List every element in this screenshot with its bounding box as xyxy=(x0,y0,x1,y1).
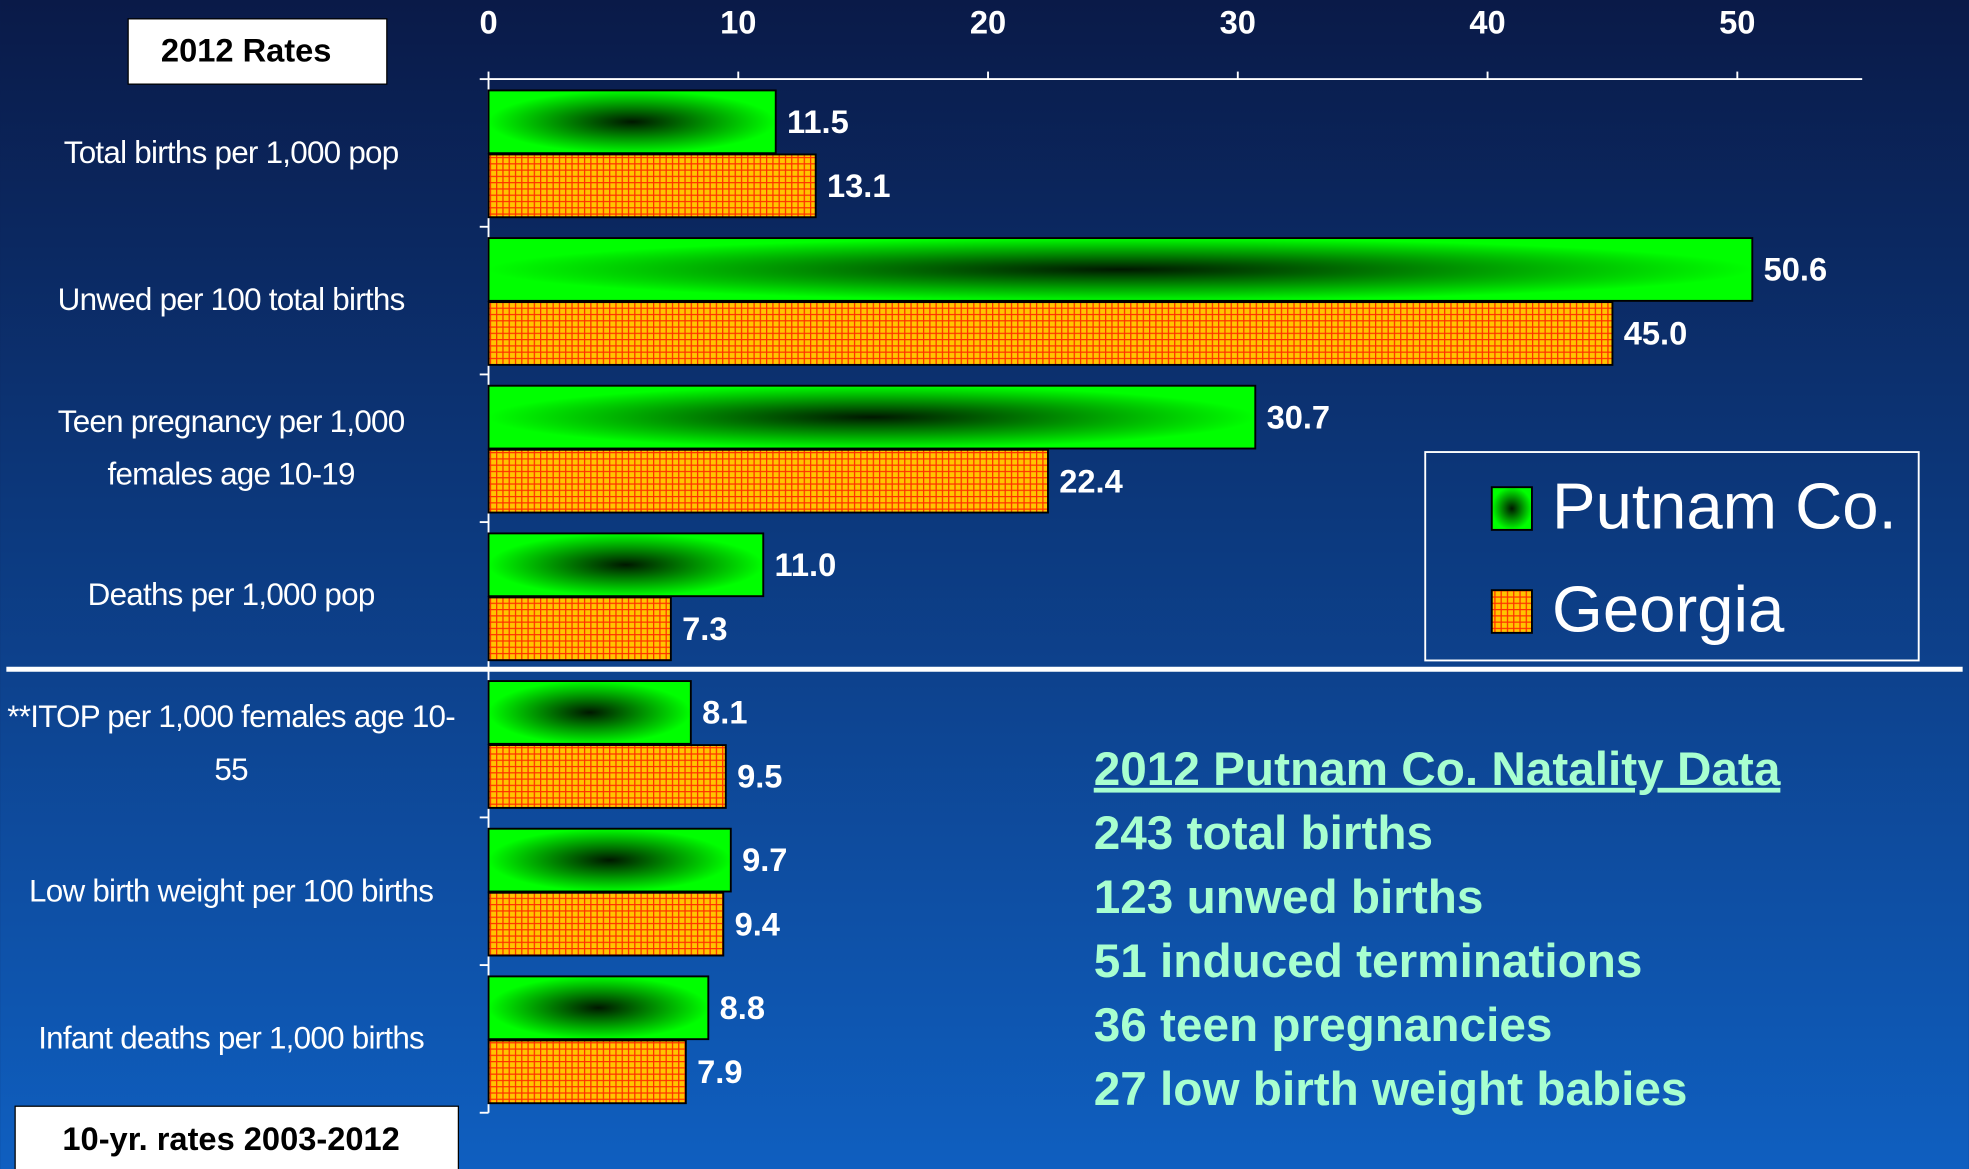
annotation-title: 2012 Putnam Co. Natality Data xyxy=(1094,743,1781,796)
title-box xyxy=(127,18,388,85)
bar xyxy=(487,89,777,155)
value-label: 11.0 xyxy=(775,546,837,583)
legend-label: Putnam Co. xyxy=(1552,469,1897,542)
category-label-box: Low birth weight per 100 births xyxy=(29,873,434,909)
y-tick-label: Total births per 1,000 pop xyxy=(63,134,399,171)
footnote-box xyxy=(14,1105,460,1169)
bar xyxy=(487,1039,687,1105)
value-label: 50.6 xyxy=(1764,251,1828,288)
x-tick-label: 30 xyxy=(1220,4,1256,41)
y-tick-label: Unwed per 100 total births xyxy=(57,282,406,318)
y-tick-label: Infant deaths per 1,000 births xyxy=(38,1020,425,1057)
y-tick-label: **ITOP per 1,000 females age 10-55 xyxy=(7,699,455,788)
bar xyxy=(487,301,1614,366)
annotation-line: 51 induced terminations xyxy=(1094,935,1643,988)
bar xyxy=(487,237,1754,302)
value-label: 8.8 xyxy=(720,989,765,1026)
value-label: 9.7 xyxy=(742,841,787,878)
legend-swatch xyxy=(1490,589,1533,634)
legend-swatch xyxy=(1490,486,1533,531)
annotation-line: 36 teen pregnancies xyxy=(1094,999,1553,1052)
x-tick-label: 0 xyxy=(479,4,497,41)
annotation-line: 243 total births xyxy=(1094,807,1433,860)
category-label-box: **ITOP per 1,000 females age 10-55 xyxy=(7,699,455,788)
x-tick-label: 50 xyxy=(1719,4,1755,41)
category-label-box: Teen pregnancy per 1,000 females age 10-… xyxy=(57,403,405,492)
chart-title: 2012 Rates xyxy=(161,31,332,68)
bar xyxy=(487,744,727,809)
value-label: 30.7 xyxy=(1267,398,1331,435)
x-tick-label: 20 xyxy=(970,4,1006,41)
category-label-box: Unwed per 100 total births xyxy=(57,282,406,318)
bar xyxy=(487,532,765,598)
value-label: 7.3 xyxy=(682,610,727,647)
bar xyxy=(487,891,725,957)
value-label: 45.0 xyxy=(1624,315,1688,352)
y-tick-label: Teen pregnancy per 1,000 females age 10-… xyxy=(57,403,405,492)
value-label: 7.9 xyxy=(697,1053,742,1090)
bar xyxy=(487,596,672,662)
category-label-box: Deaths per 1,000 pop xyxy=(87,577,376,614)
annotation-line: 123 unwed births xyxy=(1094,871,1484,924)
y-tick-label: Deaths per 1,000 pop xyxy=(87,577,376,614)
bar xyxy=(487,448,1049,514)
legend-label: Georgia xyxy=(1552,572,1785,645)
category-label-box: Infant deaths per 1,000 births xyxy=(38,1020,425,1057)
value-label: 9.4 xyxy=(735,905,780,942)
bar xyxy=(487,975,710,1041)
value-label: 13.1 xyxy=(827,167,891,204)
bar xyxy=(487,153,817,219)
natality-annotation: 2012 Putnam Co. Natality Data 243 total … xyxy=(1094,743,1781,1116)
x-tick-label: 40 xyxy=(1469,4,1505,41)
legend-box xyxy=(1424,451,1920,662)
value-label: 9.5 xyxy=(737,758,782,795)
footnote: 10-yr. rates 2003-2012 xyxy=(62,1120,399,1157)
y-tick-label: Low birth weight per 100 births xyxy=(29,873,434,909)
bar xyxy=(487,680,692,745)
annotation-line: 27 low birth weight babies xyxy=(1094,1063,1688,1116)
value-label: 11.5 xyxy=(787,103,849,140)
value-label: 8.1 xyxy=(702,694,747,731)
bar xyxy=(487,384,1257,450)
category-label-box: Total births per 1,000 pop xyxy=(63,134,399,171)
bar xyxy=(487,827,732,893)
x-tick-label: 10 xyxy=(720,4,756,41)
value-label: 22.4 xyxy=(1059,462,1123,499)
